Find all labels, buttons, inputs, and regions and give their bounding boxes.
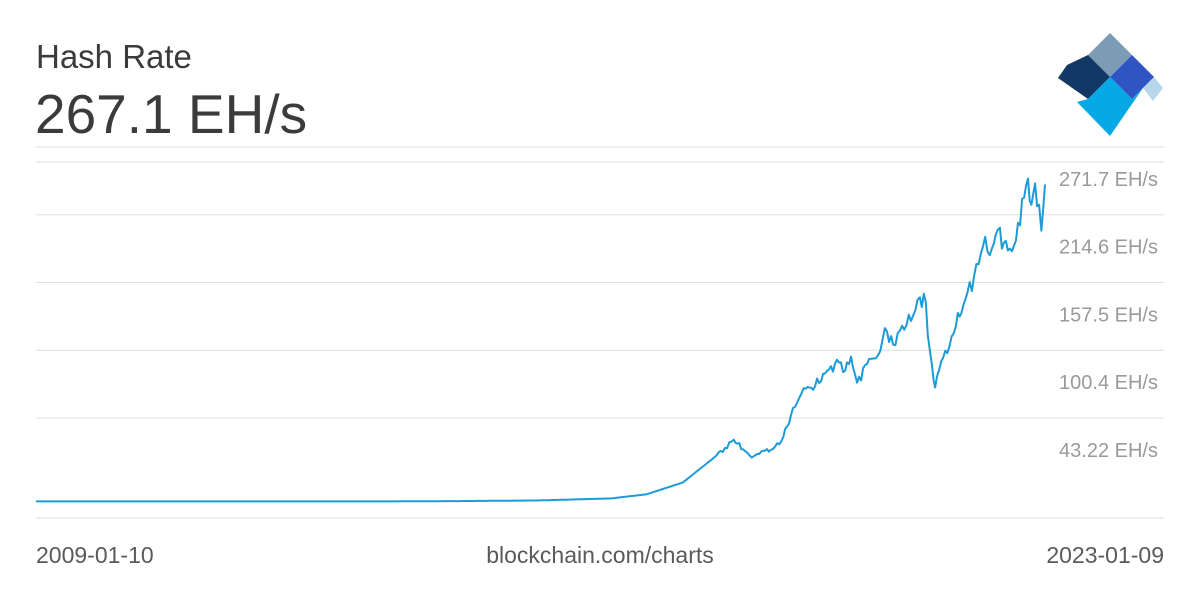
y-tick-label: 157.5 EH/s xyxy=(1059,304,1158,326)
y-tick-label: 100.4 EH/s xyxy=(1059,372,1158,394)
current-hash-rate-value: 267.1 EH/s xyxy=(35,83,308,145)
chart-gridlines xyxy=(36,146,1164,519)
chart-title: Hash Rate xyxy=(36,38,192,75)
y-tick-label: 43.22 EH/s xyxy=(1059,440,1158,462)
y-tick-label: 271.7 EH/s xyxy=(1059,169,1158,191)
end-date-label: 2023-01-09 xyxy=(1046,542,1164,568)
blockchain-logo[interactable] xyxy=(1055,30,1165,138)
y-tick-label: 214.6 EH/s xyxy=(1059,237,1158,259)
hash-rate-line xyxy=(36,177,1046,503)
logo-dark-square xyxy=(1058,55,1110,99)
source-link[interactable]: blockchain.com/charts xyxy=(486,542,714,568)
logo-cyan-square xyxy=(1077,77,1143,136)
y-axis-ticks: 43.22 EH/s 100.4 EH/s 157.5 EH/s 214.6 EH/s… xyxy=(1059,169,1158,462)
start-date-label: 2009-01-10 xyxy=(36,542,154,568)
logo-light-square xyxy=(1143,77,1163,101)
